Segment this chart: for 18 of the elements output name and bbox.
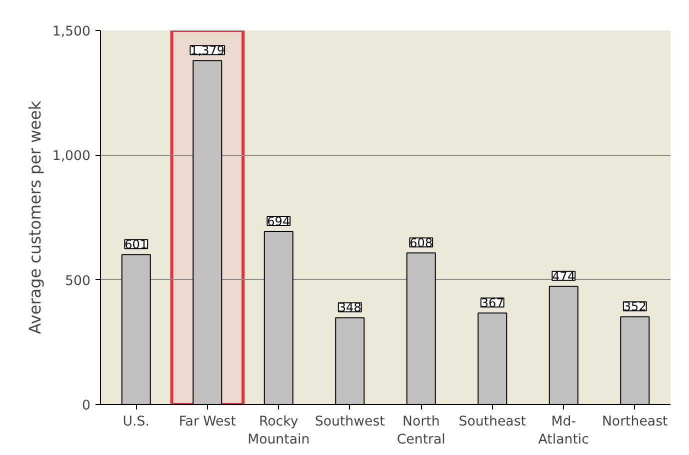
y-tick-label: 1,000 — [52, 149, 90, 164]
data-label: 1,379 — [190, 44, 225, 58]
y-tick-label: 500 — [65, 274, 91, 289]
x-tick-label: Northeast — [602, 414, 668, 430]
y-tick-label: 0 — [82, 398, 91, 414]
y-axis-title: Average customers per week — [25, 100, 44, 334]
x-tick-label: Southeast — [458, 414, 526, 430]
x-tick-label: U.S. — [122, 414, 150, 430]
data-label: 601 — [124, 238, 148, 252]
data-label: 474 — [552, 269, 576, 284]
x-tick-label: Far West — [178, 414, 236, 430]
x-tick-label: Rocky Mountain — [248, 414, 310, 448]
x-tick-label: North Central — [396, 414, 446, 448]
y-tick-label: 1,500 — [52, 24, 90, 40]
data-label: 348 — [338, 300, 362, 315]
data-label: 352 — [623, 300, 646, 314]
x-tick-label: Southwest — [314, 414, 385, 430]
x-tick-label: Md- Atlantic — [538, 414, 589, 448]
